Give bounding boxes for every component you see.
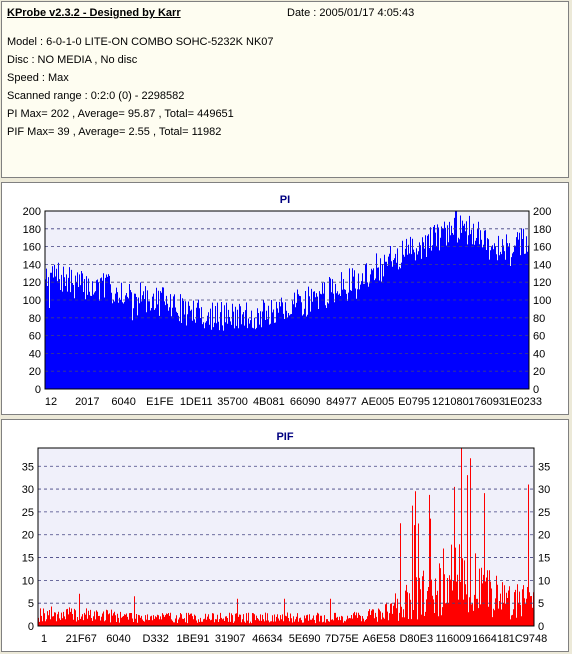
pif-y-tick-label-right: 20 [538, 530, 550, 542]
pi-summary-line: PI Max= 202 , Average= 95.87 , Total= 44… [7, 108, 234, 120]
pif-y-tick-label-left: 10 [22, 575, 34, 587]
pif-x-tick-label: 116009 [436, 633, 472, 645]
pif-y-tick-label-right: 5 [538, 598, 544, 610]
pi-x-tick-label: 35700 [217, 396, 248, 408]
pi-y-tick-label-right: 0 [533, 384, 539, 396]
pi-y-tick-label-left: 140 [23, 259, 41, 271]
pi-y-tick-label-right: 60 [533, 331, 545, 343]
pif-y-tick-label-left: 0 [28, 621, 34, 633]
pi-x-tick-label: 66090 [290, 396, 321, 408]
pi-y-tick-label-right: 120 [533, 277, 551, 289]
pi-x-tick-label: 12 [45, 396, 57, 408]
pi-y-tick-label-right: 160 [533, 242, 551, 254]
pi-plot-frame [44, 210, 530, 390]
pi-y-tick-label-left: 20 [29, 366, 41, 378]
pif-y-tick-label-left: 30 [22, 484, 34, 496]
pif-chart-panel: PIF 0 0 5 5 10 10 15 15 20 20 25 25 30 30 35 35 1 21F67 60… [1, 419, 569, 652]
pi-y-tick-label-left: 120 [23, 277, 41, 289]
pif-y-tick-label-right: 25 [538, 507, 550, 519]
pif-y-tick-label-right: 35 [538, 461, 550, 473]
pi-y-tick-label-right: 200 [533, 206, 551, 218]
pif-x-tick-label: 166418 [472, 633, 509, 645]
pi-chart: PI 0 0 20 20 40 40 60 60 80 80 100 100 120 120 140 140 1… [23, 194, 552, 408]
pi-y-tick-label-left: 200 [23, 206, 41, 218]
info-panel: KProbe v2.3.2 - Designed by Karr Date : … [1, 1, 569, 178]
app-title: KProbe v2.3.2 - Designed by Karr [7, 7, 181, 19]
pi-chart-title: PI [280, 194, 290, 206]
pif-x-tick-label: A6E58 [363, 633, 396, 645]
pi-chart-panel: PI 0 0 20 20 40 40 60 60 80 80 100 100 120 120 140 140 1… [1, 182, 569, 415]
pi-y-tick-label-right: 140 [533, 259, 551, 271]
pi-x-tick-label: 176093 [468, 396, 505, 408]
pif-y-tick-label-right: 0 [538, 621, 544, 633]
pif-y-tick-label-right: 30 [538, 484, 550, 496]
pif-x-tick-label: 1 [41, 633, 47, 645]
pi-y-tick-label-left: 40 [29, 348, 41, 360]
pi-x-tick-label: 1E0233 [504, 396, 542, 408]
pi-y-tick-label-right: 80 [533, 313, 545, 325]
pi-x-tick-label: 121080 [432, 396, 469, 408]
pif-y-tick-label-right: 10 [538, 575, 550, 587]
pi-y-tick-label-left: 160 [23, 242, 41, 254]
model-line: Model : 6-0-1-0 LITE-ON COMBO SOHC-5232K… [7, 36, 274, 48]
pif-x-tick-label: 7D75E [325, 633, 359, 645]
pi-y-tick-label-left: 180 [23, 224, 41, 236]
scanned-range-line: Scanned range : 0:2:0 (0) - 2298582 [7, 90, 185, 102]
pif-x-tick-label: 1BE91 [176, 633, 209, 645]
pif-x-tick-label: 1C9748 [509, 633, 548, 645]
pif-y-tick-label-left: 20 [22, 530, 34, 542]
pi-x-tick-label: AE005 [361, 396, 394, 408]
pi-y-tick-label-left: 100 [23, 295, 41, 307]
pif-y-tick-label-left: 15 [22, 553, 34, 565]
pi-x-tick-label: 4B081 [253, 396, 285, 408]
pif-summary-line: PIF Max= 39 , Average= 2.55 , Total= 119… [7, 126, 222, 138]
pi-x-tick-label: 6040 [111, 396, 135, 408]
pif-y-tick-label-left: 5 [28, 598, 34, 610]
disc-line: Disc : NO MEDIA , No disc [7, 54, 138, 66]
pif-x-tick-label: 31907 [215, 633, 246, 645]
pif-x-tick-label: 21F67 [66, 633, 97, 645]
pif-y-tick-label-right: 15 [538, 553, 550, 565]
pif-chart-title: PIF [276, 431, 293, 443]
pi-x-tick-label: E1FE [146, 396, 174, 408]
pi-x-tick-label: 1DE11 [180, 396, 213, 408]
pif-x-tick-label: 46634 [252, 633, 283, 645]
pif-x-tick-label: 6040 [106, 633, 130, 645]
pi-y-tick-label-right: 20 [533, 366, 545, 378]
pi-y-tick-label-right: 180 [533, 224, 551, 236]
scan-date: Date : 2005/01/17 4:05:43 [287, 7, 415, 19]
pi-x-tick-label: E0795 [398, 396, 430, 408]
speed-line: Speed : Max [7, 72, 69, 84]
pi-y-tick-label-left: 0 [35, 384, 41, 396]
pif-y-tick-label-left: 35 [22, 461, 34, 473]
pi-y-tick-label-left: 80 [29, 313, 41, 325]
pi-y-tick-label-right: 40 [533, 348, 545, 360]
pi-y-tick-label-right: 100 [533, 295, 551, 307]
pif-plot-frame [37, 447, 535, 627]
pi-y-tick-label-left: 60 [29, 331, 41, 343]
pi-x-tick-label: 84977 [326, 396, 357, 408]
pi-x-tick-label: 2017 [75, 396, 99, 408]
pif-chart: PIF 0 0 5 5 10 10 15 15 20 20 25 25 30 30 35 35 1 21F67 60… [22, 431, 551, 645]
pif-x-tick-label: D80E3 [399, 633, 433, 645]
pif-x-tick-label: 5E690 [289, 633, 321, 645]
pif-y-tick-label-left: 25 [22, 507, 34, 519]
pif-x-tick-label: D332 [143, 633, 169, 645]
